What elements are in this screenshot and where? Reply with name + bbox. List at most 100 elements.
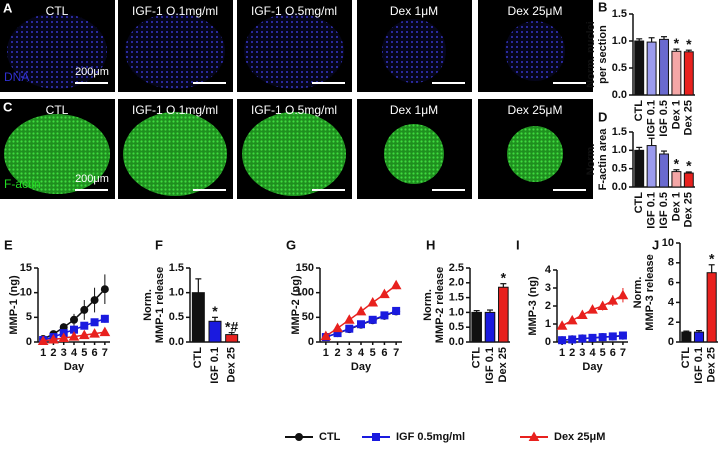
tissue-section [507, 126, 563, 182]
x-tick-label: IGF 0.5 [658, 192, 670, 229]
x-tick-label: Dex 1 [670, 192, 682, 221]
image-title: Dex 25μM [508, 4, 563, 18]
data-point [78, 329, 90, 340]
y-tick-label: 0.5 [612, 62, 627, 74]
significance-label: * [686, 158, 692, 174]
y-tick-label: 50 [302, 311, 314, 323]
x-tick-label: CTL [471, 347, 483, 369]
legend-marker [295, 433, 303, 441]
bar [225, 334, 239, 343]
y-tick-label: 0.5 [169, 311, 184, 323]
bar [498, 286, 509, 343]
x-tick-label: 3 [346, 347, 352, 359]
y-axis-label: Norm. [632, 277, 644, 309]
y-tick-label: 3 [545, 282, 551, 294]
data-point [566, 314, 578, 325]
legend-marker [372, 433, 380, 441]
bar [634, 40, 645, 96]
legend-label: Dex 25μM [554, 431, 605, 443]
x-tick-label: Dex 25 [226, 347, 238, 382]
data-point [99, 326, 111, 337]
x-tick-label: Dex 25 [683, 100, 695, 135]
y-tick-label: 100 [296, 287, 314, 299]
y-tick-label: 0.0 [612, 181, 627, 193]
x-tick-label: 6 [610, 347, 616, 359]
x-tick-label: 3 [61, 347, 67, 359]
y-tick-label: 5 [26, 311, 32, 323]
bar [671, 171, 682, 188]
x-tick-label: IGF 0.1 [209, 347, 221, 384]
x-tick-label: 3 [579, 347, 585, 359]
tissue-section [4, 114, 110, 194]
x-tick-label: 4 [589, 347, 596, 359]
panel-letter: A [3, 0, 13, 15]
x-tick-label: 6 [92, 347, 98, 359]
x-axis-label: Day [64, 361, 85, 373]
panel-letter: G [286, 237, 296, 252]
x-tick-label: 5 [370, 347, 376, 359]
y-tick-label: 2.5 [449, 262, 464, 274]
data-point [558, 336, 567, 345]
bar [659, 153, 669, 188]
bar [634, 149, 645, 188]
bar [484, 311, 496, 343]
x-tick-label: 7 [393, 347, 399, 359]
data-point [556, 320, 568, 330]
panel-letter: I [516, 237, 520, 252]
x-tick-label: 4 [358, 347, 365, 359]
y-tick-label: 1.0 [612, 144, 627, 156]
data-point [608, 332, 617, 341]
data-point [357, 320, 365, 329]
stain-label: DNA [4, 70, 29, 84]
x-tick-label: 7 [620, 347, 626, 359]
y-axis-label: MMP-3 release [644, 254, 656, 330]
y-axis-label: MMP-1 release [154, 267, 166, 343]
y-tick-label: 0.5 [612, 163, 627, 175]
data-point [58, 332, 70, 343]
significance-label: * [709, 250, 715, 266]
y-tick-label: 0 [545, 336, 551, 348]
bar [683, 172, 694, 188]
y-tick-label: 10 [662, 237, 674, 249]
bar [683, 51, 694, 96]
significance-label: * [212, 303, 218, 319]
bar [681, 331, 692, 343]
y-axis-label: MMP-2 (ng) [290, 275, 302, 335]
y-tick-label: 2 [668, 316, 674, 328]
data-point [598, 333, 607, 342]
bar [693, 331, 705, 343]
legend-marker [528, 431, 540, 441]
data-point [345, 324, 354, 333]
tissue-section [123, 112, 227, 196]
y-tick-label: 1.0 [612, 35, 627, 47]
x-axis-label: Day [582, 361, 603, 373]
x-axis-label: Day [351, 361, 372, 373]
significance-label: *# [225, 318, 238, 334]
y-tick-label: 10 [20, 287, 32, 299]
data-point [70, 315, 78, 324]
tissue-section [7, 13, 107, 89]
y-axis-label: Norm. [142, 289, 154, 321]
y-tick-label: 0.5 [449, 321, 464, 333]
significance-label: * [674, 155, 680, 171]
bar [671, 50, 682, 96]
image-title: IGF-1 O.5mg/ml [251, 4, 337, 18]
data-point [37, 335, 49, 346]
data-point [367, 297, 379, 307]
x-tick-label: 6 [381, 347, 387, 359]
data-point [577, 309, 588, 319]
data-point [332, 322, 343, 333]
legend-label: CTL [319, 431, 341, 443]
y-tick-label: 0.0 [169, 336, 184, 348]
x-tick-label: 4 [71, 347, 78, 359]
panel-letter: F [155, 237, 163, 252]
tissue-section [384, 124, 444, 184]
bar [659, 38, 669, 96]
tissue-section [244, 13, 344, 89]
y-axis-label: MMP-2 release [434, 267, 446, 343]
y-tick-label: 1.5 [612, 126, 627, 138]
image-title: IGF-1 O.1mg/ml [132, 4, 218, 18]
x-tick-label: IGF 0.1 [646, 100, 658, 137]
x-tick-label: Dex 1 [670, 100, 682, 129]
data-point [343, 314, 355, 324]
